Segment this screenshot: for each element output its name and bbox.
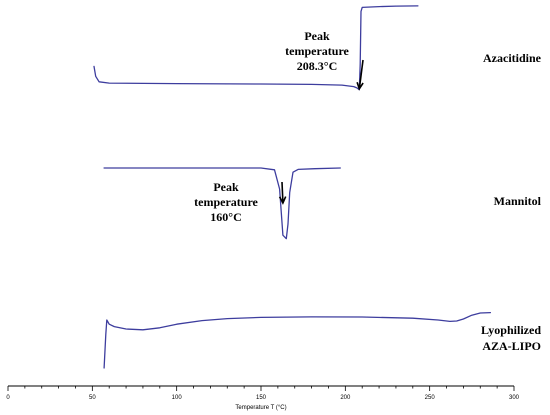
annotation-line: 160°C [210,210,241,224]
x-axis-title: Temperature T (°C) [235,405,286,411]
annotation-line: Peak [213,180,239,194]
annotation-arrowhead [278,196,287,205]
series-label-line: Lyophilized [481,323,541,337]
series-label-line: Azacitidine [483,51,542,65]
annotation-arrowhead [356,81,364,91]
series-labels-layer: Azacitidine Mannitol Lyophilized AZA-LIPO [481,51,542,353]
x-tick-label: 100 [172,395,183,401]
annotation-line: 208.3°C [297,59,337,73]
annotation-line: Peak [304,29,330,43]
annotation-line: temperature [285,44,349,58]
annotation-arrow [281,181,284,204]
curves-layer [93,5,492,369]
series-line-azacitidine [93,5,419,91]
peak-temperature-annotation: Peak temperature 160°C [194,180,258,224]
x-tick-label: 150 [256,395,267,401]
series-label: Lyophilized AZA-LIPO [481,323,541,353]
series-label-line: Mannitol [494,194,542,208]
annotation-arrow [358,59,364,89]
series-label-line: AZA-LIPO [482,339,541,353]
series-label: Azacitidine [483,51,542,65]
series-line-lyophilized-aza-lipo [103,311,492,369]
x-tick-label: 200 [340,395,351,401]
x-tick-label: 50 [89,395,96,401]
series-label: Mannitol [494,194,542,208]
annotation-line: temperature [194,195,258,209]
peak-temperature-annotation: Peak temperature 208.3°C [285,29,349,73]
x-tick-label: 300 [509,395,520,401]
x-axis: 0 50 100 150 200 250 300 [6,385,520,401]
annotation-arrows-layer [278,59,364,205]
x-tick-label: 250 [425,395,436,401]
x-tick-label: 0 [6,395,10,401]
series-line-mannitol [103,167,341,240]
